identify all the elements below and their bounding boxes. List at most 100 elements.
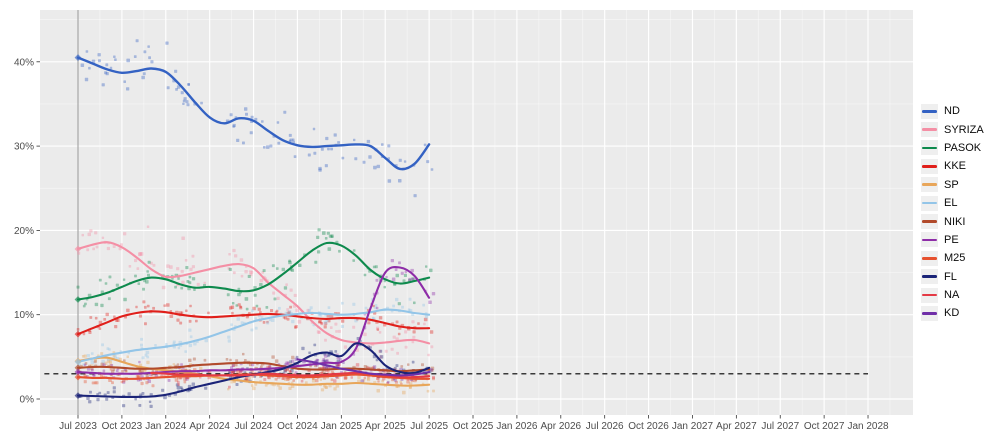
election-marker-NIKI bbox=[74, 364, 82, 372]
legend-key-icon bbox=[921, 269, 938, 285]
x-tick-label: Apr 2024 bbox=[189, 421, 230, 432]
legend-label: PE bbox=[944, 233, 959, 246]
x-tick-label: Jul 2024 bbox=[235, 421, 273, 432]
x-tick-label: Jan 2028 bbox=[847, 421, 889, 432]
series-line-EL bbox=[76, 308, 431, 363]
series-line-PE bbox=[76, 266, 431, 375]
legend-item-SYRIZA: SYRIZA bbox=[921, 120, 984, 138]
x-tick-label: Apr 2027 bbox=[716, 421, 757, 432]
legend-item-PASOK: PASOK bbox=[921, 139, 984, 157]
legend-label: FL bbox=[944, 270, 957, 283]
series-line-KKE bbox=[76, 310, 431, 336]
election-marker-ND bbox=[74, 54, 82, 61]
x-tick-label: Jul 2027 bbox=[761, 421, 799, 432]
legend-color-line bbox=[922, 275, 937, 279]
legend-item-FL: FL bbox=[921, 268, 984, 286]
legend-key-icon bbox=[921, 122, 938, 138]
legend-key-icon bbox=[921, 158, 938, 174]
scatter-points-ND bbox=[80, 39, 434, 198]
election-marker-PE bbox=[74, 368, 82, 376]
legend: ND SYRIZA PASOK KKE SP EL NIKI PE M25 FL NA KD bbox=[921, 102, 984, 323]
legend-label: ND bbox=[944, 105, 960, 118]
legend-color-line bbox=[922, 312, 937, 315]
legend-color-line bbox=[922, 146, 937, 150]
trend-lines bbox=[76, 56, 431, 399]
y-tick-label: 40% bbox=[14, 57, 34, 68]
election-marker-SYRIZA bbox=[74, 245, 82, 253]
legend-color-line bbox=[922, 128, 937, 131]
legend-item-PE: PE bbox=[921, 231, 984, 249]
x-tick-label: Jan 2027 bbox=[672, 421, 714, 432]
election-marker-EL bbox=[74, 358, 82, 366]
legend-item-KKE: KKE bbox=[921, 157, 984, 175]
legend-color-line bbox=[922, 109, 937, 113]
x-tick-label: Jan 2024 bbox=[145, 421, 187, 432]
election-marker-FL bbox=[74, 392, 82, 400]
series-line-NIKI bbox=[76, 361, 431, 373]
legend-key-icon bbox=[921, 250, 938, 266]
x-tick-label: Jan 2025 bbox=[321, 421, 363, 432]
legend-color-line bbox=[922, 183, 937, 187]
y-tick-label: 30% bbox=[14, 142, 34, 153]
legend-key-icon bbox=[921, 287, 938, 303]
legend-key-icon bbox=[921, 214, 938, 230]
legend-label: NIKI bbox=[944, 215, 966, 228]
legend-key-icon bbox=[921, 195, 938, 211]
legend-key-icon bbox=[921, 232, 938, 248]
legend-label: SYRIZA bbox=[944, 123, 984, 136]
legend-color-line bbox=[922, 293, 937, 297]
legend-label: EL bbox=[944, 197, 958, 210]
legend-label: PASOK bbox=[944, 141, 982, 154]
y-tick-label: 20% bbox=[14, 226, 34, 237]
axes: Jul 2023 Oct 2023 Jan 2024 Apr 2024 Jul 2024… bbox=[14, 57, 889, 432]
grid-major bbox=[40, 10, 913, 415]
x-tick-label: Oct 2026 bbox=[628, 421, 669, 432]
election-marker-KKE bbox=[74, 330, 82, 338]
series-line-SP bbox=[76, 356, 431, 387]
legend-label: KD bbox=[944, 307, 960, 320]
series-line-ND bbox=[76, 56, 431, 171]
x-tick-label: Apr 2025 bbox=[365, 421, 406, 432]
legend-label: SP bbox=[944, 178, 959, 191]
election-marker-M25 bbox=[74, 373, 82, 381]
series-line-KD bbox=[296, 358, 431, 377]
election-marker-PASOK bbox=[74, 296, 82, 303]
x-tick-label: Apr 2026 bbox=[540, 421, 581, 432]
legend-key-icon bbox=[921, 177, 938, 193]
x-tick-label: Jul 2023 bbox=[59, 421, 97, 432]
legend-color-line bbox=[922, 256, 937, 260]
legend-item-KD: KD bbox=[921, 304, 984, 322]
legend-key-icon bbox=[921, 140, 938, 156]
legend-label: KKE bbox=[944, 160, 967, 173]
x-tick-label: Jan 2026 bbox=[496, 421, 538, 432]
legend-color-line bbox=[922, 165, 937, 168]
y-tick-label: 10% bbox=[14, 310, 34, 321]
series-line-PASOK bbox=[76, 241, 431, 301]
legend-key-icon bbox=[921, 103, 938, 119]
legend-color-line bbox=[922, 238, 937, 242]
x-tick-label: Jul 2026 bbox=[586, 421, 624, 432]
plot-panel bbox=[40, 10, 913, 415]
grid-minor bbox=[40, 10, 913, 415]
legend-item-M25: M25 bbox=[921, 249, 984, 267]
legend-item-NIKI: NIKI bbox=[921, 212, 984, 230]
legend-color-line bbox=[922, 220, 937, 223]
legend-color-line bbox=[922, 201, 937, 205]
legend-item-EL: EL bbox=[921, 194, 984, 212]
legend-item-SP: SP bbox=[921, 176, 984, 194]
x-tick-label: Oct 2023 bbox=[102, 421, 143, 432]
legend-label: NA bbox=[944, 289, 960, 302]
x-tick-label: Oct 2027 bbox=[804, 421, 845, 432]
legend-key-icon bbox=[921, 305, 938, 321]
x-tick-label: Oct 2024 bbox=[277, 421, 318, 432]
legend-item-NA: NA bbox=[921, 286, 984, 304]
x-tick-label: Jul 2025 bbox=[410, 421, 448, 432]
legend-label: M25 bbox=[944, 252, 966, 265]
election-result-markers bbox=[74, 54, 82, 400]
x-tick-label: Oct 2025 bbox=[453, 421, 494, 432]
y-tick-label: 0% bbox=[20, 395, 35, 406]
legend-item-ND: ND bbox=[921, 102, 984, 120]
series-line-SYRIZA bbox=[76, 241, 431, 345]
